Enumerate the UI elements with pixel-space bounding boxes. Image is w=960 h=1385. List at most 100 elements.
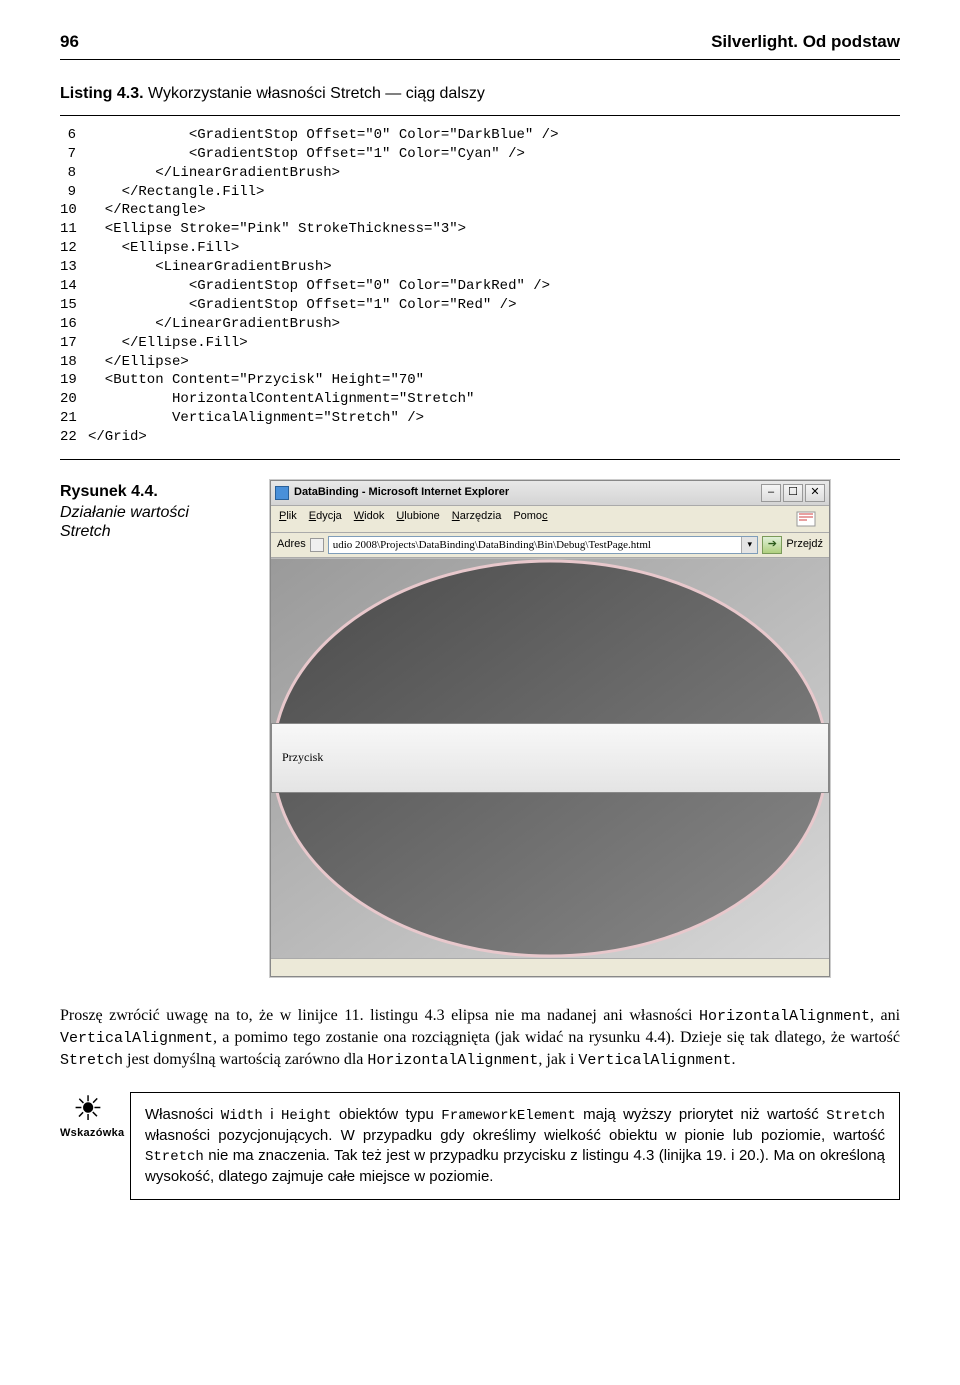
- line-code: </Rectangle>: [88, 201, 900, 220]
- tip-b2: i: [263, 1106, 281, 1123]
- figure-label: Rysunek 4.4.: [60, 480, 240, 503]
- code-line: 18 </Ellipse>: [60, 353, 900, 372]
- line-number: 12: [60, 239, 88, 258]
- minimize-button[interactable]: –: [761, 484, 781, 502]
- line-number: 13: [60, 258, 88, 277]
- line-number: 10: [60, 201, 88, 220]
- para-t2: , ani: [870, 1007, 900, 1024]
- line-number: 17: [60, 334, 88, 353]
- para-m1: HorizontalAlignment: [699, 1008, 870, 1025]
- tip-bm2: Height: [281, 1108, 331, 1124]
- code-line: 10 </Rectangle>: [60, 201, 900, 220]
- code-line: 12 <Ellipse.Fill>: [60, 239, 900, 258]
- figure-caption: Rysunek 4.4. Działanie wartości Stretch: [60, 480, 240, 542]
- line-code: <Ellipse.Fill>: [88, 239, 900, 258]
- line-number: 21: [60, 409, 88, 428]
- code-line: 8 </LinearGradientBrush>: [60, 164, 900, 183]
- menu-widok[interactable]: Widok: [354, 509, 385, 529]
- code-line: 9 </Rectangle.Fill>: [60, 183, 900, 202]
- para-m4: HorizontalAlignment: [367, 1052, 538, 1069]
- go-button[interactable]: ➔: [762, 536, 782, 554]
- para-m2: VerticalAlignment: [60, 1030, 213, 1047]
- listing-label: Listing 4.3. Wykorzystanie własności Str…: [60, 82, 900, 105]
- figure-desc: Działanie wartości Stretch: [60, 503, 240, 541]
- page-number: 96: [60, 30, 79, 55]
- code-line: 15 <GradientStop Offset="1" Color="Red" …: [60, 296, 900, 315]
- line-code: </Grid>: [88, 428, 900, 447]
- line-code: HorizontalContentAlignment="Stretch": [88, 390, 900, 409]
- line-code: <GradientStop Offset="0" Color="DarkRed"…: [88, 277, 900, 296]
- line-number: 14: [60, 277, 88, 296]
- ie-app-icon: [275, 486, 289, 500]
- menu-ulubione[interactable]: Ulubione: [396, 509, 439, 529]
- menu-pomoc[interactable]: Pomoc: [513, 509, 547, 529]
- line-number: 19: [60, 371, 88, 390]
- line-code: </Rectangle.Fill>: [88, 183, 900, 202]
- tip-row: ☀ Wskazówka Własności Width i Height obi…: [60, 1092, 900, 1200]
- para-t4: jest domyślną wartością zarówno dla: [123, 1051, 367, 1068]
- tip-b5: własności pozycjonujących. W przypadku g…: [145, 1127, 885, 1144]
- tip-bm3: FrameworkElement: [441, 1108, 575, 1124]
- code-line: 13 <LinearGradientBrush>: [60, 258, 900, 277]
- line-number: 6: [60, 126, 88, 145]
- line-number: 7: [60, 145, 88, 164]
- line-number: 8: [60, 164, 88, 183]
- menu-edycja[interactable]: Edycja: [309, 509, 342, 529]
- ie-titlebar: DataBinding - Microsoft Internet Explore…: [271, 481, 829, 506]
- listing-label-bold: Listing 4.3.: [60, 85, 144, 102]
- close-button[interactable]: ✕: [805, 484, 825, 502]
- line-code: VerticalAlignment="Stretch" />: [88, 409, 900, 428]
- para-t1: Proszę zwrócić uwagę na to, że w linijce…: [60, 1007, 699, 1024]
- code-line: 14 <GradientStop Offset="0" Color="DarkR…: [60, 277, 900, 296]
- address-dropdown-icon[interactable]: ▾: [741, 537, 757, 553]
- line-code: <GradientStop Offset="1" Color="Cyan" />: [88, 145, 900, 164]
- address-label: Adres: [277, 537, 306, 553]
- para-t5: , jak i: [538, 1051, 578, 1068]
- tip-bm4: Stretch: [826, 1108, 885, 1124]
- ie-title: DataBinding - Microsoft Internet Explore…: [294, 485, 509, 501]
- tip-bm5: Stretch: [145, 1149, 204, 1165]
- tip-sun-icon: ☀: [60, 1092, 116, 1126]
- line-number: 11: [60, 220, 88, 239]
- para-m3: Stretch: [60, 1052, 123, 1069]
- page-header: 96 Silverlight. Od podstaw: [60, 30, 900, 60]
- ie-content: Przycisk: [271, 558, 829, 958]
- ie-title-left: DataBinding - Microsoft Internet Explore…: [275, 485, 509, 501]
- line-number: 20: [60, 390, 88, 409]
- tip-b3: obiektów typu: [331, 1106, 441, 1123]
- line-code: </Ellipse>: [88, 353, 900, 372]
- code-line: 16 </LinearGradientBrush>: [60, 315, 900, 334]
- body-paragraph: Proszę zwrócić uwagę na to, że w linijce…: [60, 1005, 900, 1072]
- maximize-button[interactable]: ☐: [783, 484, 803, 502]
- ie-menubar: Plik Edycja Widok Ulubione Narzędzia Pom…: [271, 506, 829, 533]
- line-code: </Ellipse.Fill>: [88, 334, 900, 353]
- menu-narzedzia[interactable]: Narzędzia: [452, 509, 502, 529]
- code-line: 19 <Button Content="Przycisk" Height="70…: [60, 371, 900, 390]
- code-block: 6 <GradientStop Offset="0" Color="DarkBl…: [60, 115, 900, 460]
- figure-row: Rysunek 4.4. Działanie wartości Stretch …: [60, 480, 900, 977]
- line-code: <GradientStop Offset="1" Color="Red" />: [88, 296, 900, 315]
- ie-window-buttons: – ☐ ✕: [761, 484, 825, 502]
- code-line: 17 </Ellipse.Fill>: [60, 334, 900, 353]
- tip-bm1: Width: [221, 1108, 263, 1124]
- line-code: <Button Content="Przycisk" Height="70": [88, 371, 900, 390]
- tip-icon-label: Wskazówka: [60, 1126, 116, 1142]
- line-number: 16: [60, 315, 88, 334]
- code-line: 20 HorizontalContentAlignment="Stretch": [60, 390, 900, 409]
- address-input-wrap: ▾: [328, 536, 759, 554]
- listing-label-rest: Wykorzystanie własności Stretch — ciąg d…: [144, 85, 485, 102]
- line-number: 18: [60, 353, 88, 372]
- line-code: </LinearGradientBrush>: [88, 315, 900, 334]
- tip-box: Własności Width i Height obiektów typu F…: [130, 1092, 900, 1200]
- code-line: 22</Grid>: [60, 428, 900, 447]
- menu-plik[interactable]: Plik: [279, 509, 297, 529]
- code-line: 11 <Ellipse Stroke="Pink" StrokeThicknes…: [60, 220, 900, 239]
- line-code: <Ellipse Stroke="Pink" StrokeThickness="…: [88, 220, 900, 239]
- address-input[interactable]: [328, 536, 759, 554]
- przycisk-button[interactable]: Przycisk: [271, 723, 829, 793]
- tip-b6: nie ma znaczenia. Tak też jest w przypad…: [145, 1147, 885, 1185]
- ie-status-bar: [271, 958, 829, 976]
- ie-window: DataBinding - Microsoft Internet Explore…: [270, 480, 830, 977]
- book-title: Silverlight. Od podstaw: [711, 30, 900, 55]
- tip-b1: Własności: [145, 1106, 221, 1123]
